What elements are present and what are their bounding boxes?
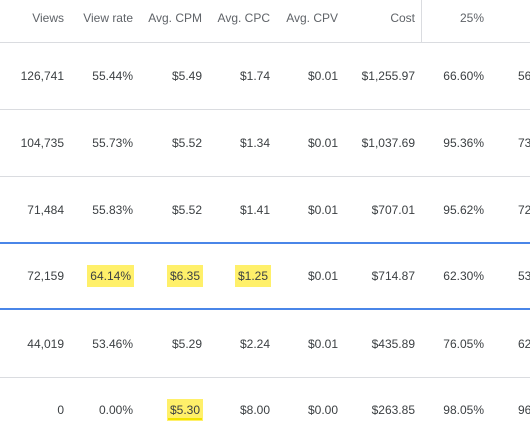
cell-views: 44,019 xyxy=(27,336,64,351)
cell-avg-cpc: $8.00 xyxy=(239,403,270,417)
cell-next-column: 56 xyxy=(518,69,530,83)
column-header-view-rate[interactable]: View rate xyxy=(83,11,133,25)
cell-views: 72,159 xyxy=(27,269,64,283)
column-header-views[interactable]: Views xyxy=(32,11,64,25)
cell-avg-cpc: $1.74 xyxy=(239,69,270,83)
cell-cost: $435.89 xyxy=(371,336,415,351)
table-row[interactable]: 126,741 55.44% $5.49 $1.74 $0.01 $1,255.… xyxy=(0,43,530,110)
cell-views: 126,741 xyxy=(20,69,64,83)
cell-next-column: 72 xyxy=(518,202,530,217)
cell-avg-cpv: $0.01 xyxy=(307,69,338,83)
cell-view-rate: 0.00% xyxy=(98,403,133,417)
column-header-cost[interactable]: Cost xyxy=(390,11,415,25)
cell-cost: $714.87 xyxy=(371,269,415,283)
cell-25-percent: 95.62% xyxy=(443,202,484,217)
column-header-avg-cpc[interactable]: Avg. CPC xyxy=(217,11,270,25)
column-header-avg-cpm[interactable]: Avg. CPM xyxy=(148,11,202,25)
table-row[interactable]: 44,019 53.46% $5.29 $2.24 $0.01 $435.89 … xyxy=(0,310,530,378)
cell-avg-cpv: $0.01 xyxy=(307,336,338,351)
cell-25-percent: 66.60% xyxy=(443,69,484,83)
cell-avg-cpm: $6.35 xyxy=(140,244,202,308)
cell-avg-cpm: $5.49 xyxy=(171,69,202,83)
table-header: Views View rate Avg. CPM Avg. CPC Avg. C… xyxy=(0,0,530,43)
cell-25-percent: 98.05% xyxy=(443,403,484,417)
highlight-marker: $1.25 xyxy=(235,266,270,286)
column-header-25-percent[interactable]: 25% xyxy=(459,11,484,25)
cell-avg-cpm: $5.29 xyxy=(171,336,202,351)
cell-25-percent: 62.30% xyxy=(443,269,484,283)
cell-next-column: 73 xyxy=(518,136,530,150)
highlight-marker: $5.30 xyxy=(167,400,202,420)
cell-avg-cpc: $1.25 xyxy=(210,244,270,308)
cell-avg-cpv: $0.00 xyxy=(307,403,338,417)
column-divider xyxy=(421,0,422,42)
cell-view-rate: 55.83% xyxy=(92,202,133,217)
cell-avg-cpv: $0.01 xyxy=(307,202,338,217)
cell-next-column: 62 xyxy=(518,336,530,351)
cell-views: 0 xyxy=(57,403,64,417)
cell-25-percent: 76.05% xyxy=(443,336,484,351)
cell-avg-cpm: $5.30 xyxy=(140,378,202,442)
cell-cost: $263.85 xyxy=(371,403,415,417)
cell-views: 104,735 xyxy=(20,136,64,150)
cell-avg-cpv: $0.01 xyxy=(307,136,338,150)
table-row[interactable]: 0 0.00% $5.30 $8.00 $0.00 $263.85 98.05%… xyxy=(0,378,530,442)
cell-avg-cpc: $2.24 xyxy=(239,336,270,351)
table-row[interactable]: 71,484 55.83% $5.52 $1.41 $0.01 $707.01 … xyxy=(0,177,530,242)
column-header-avg-cpv[interactable]: Avg. CPV xyxy=(286,11,338,25)
cell-avg-cpm: $5.52 xyxy=(171,136,202,150)
cell-avg-cpv: $0.01 xyxy=(307,269,338,283)
cell-view-rate: 55.44% xyxy=(92,69,133,83)
cell-avg-cpc: $1.41 xyxy=(239,202,270,217)
highlight-marker: 64.14% xyxy=(88,266,133,286)
cell-view-rate: 55.73% xyxy=(92,136,133,150)
table-row-selected[interactable]: 72,159 64.14% $6.35 $1.25 $0.01 $714.87 … xyxy=(0,242,530,310)
cell-view-rate: 64.14% xyxy=(70,244,133,308)
highlight-marker: $6.35 xyxy=(167,266,202,286)
cell-avg-cpc: $1.34 xyxy=(239,136,270,150)
cell-views: 71,484 xyxy=(27,202,64,217)
cell-cost: $707.01 xyxy=(371,202,415,217)
cell-next-column: 53 xyxy=(518,269,530,283)
cell-avg-cpm: $5.52 xyxy=(171,202,202,217)
cell-25-percent: 95.36% xyxy=(443,136,484,150)
table-row[interactable]: 104,735 55.73% $5.52 $1.34 $0.01 $1,037.… xyxy=(0,110,530,177)
cell-view-rate: 53.46% xyxy=(92,336,133,351)
cell-cost: $1,037.69 xyxy=(361,136,415,150)
cell-next-column: 96 xyxy=(518,403,530,417)
cell-cost: $1,255.97 xyxy=(361,69,415,83)
